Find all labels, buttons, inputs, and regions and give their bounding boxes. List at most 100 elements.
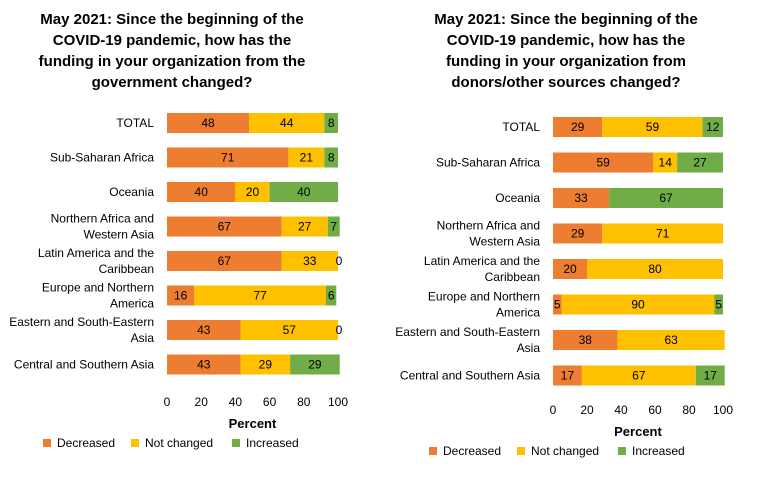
bar-decreased-latin-america-and-the-caribbean bbox=[167, 251, 282, 271]
legend-label-decreased: Decreased bbox=[57, 436, 115, 450]
bar-decreased-latin-america-and-the-caribbean bbox=[553, 259, 587, 279]
legend-swatch-increased bbox=[618, 447, 626, 455]
bar-decreased-oceania bbox=[553, 188, 610, 208]
x-tick-label-100: 100 bbox=[328, 395, 348, 409]
x-tick-label-60: 60 bbox=[648, 403, 662, 417]
bar-increased-total bbox=[702, 117, 723, 137]
data-label-not-changed-northern-africa-and-western-asia: 27 bbox=[298, 220, 312, 234]
data-label-increased-eastern-and-south-eastern-asia: 0 bbox=[336, 323, 343, 337]
data-label-decreased-total: 48 bbox=[201, 116, 215, 130]
bar-not-changed-eastern-and-south-eastern-asia bbox=[617, 330, 725, 350]
legend-label-increased: Increased bbox=[246, 436, 299, 450]
bar-decreased-central-and-southern-asia bbox=[553, 365, 582, 386]
bar-increased-oceania bbox=[269, 182, 338, 202]
data-label-not-changed-europe-and-northern-america: 77 bbox=[254, 289, 268, 303]
bar-decreased-sub-saharan-africa bbox=[167, 147, 289, 168]
data-label-increased-total: 12 bbox=[706, 120, 720, 134]
bar-increased-total bbox=[324, 113, 338, 133]
legend-swatch-not-changed bbox=[517, 447, 525, 455]
data-label-not-changed-northern-africa-and-western-asia: 71 bbox=[656, 227, 670, 241]
legend-swatch-decreased bbox=[429, 447, 437, 455]
data-label-not-changed-europe-and-northern-america: 90 bbox=[631, 298, 645, 312]
bar-increased-oceania bbox=[609, 188, 723, 208]
chart-panel-donors: TOTAL 29 59 12 Sub-Saharan Africa 59 14 27 Ocean… bbox=[395, 117, 733, 458]
data-label-decreased-central-and-southern-asia: 43 bbox=[197, 358, 211, 372]
x-tick-label-0: 0 bbox=[550, 403, 557, 417]
data-label-not-changed-latin-america-and-the-caribbean: 33 bbox=[303, 254, 317, 268]
category-label-total: TOTAL bbox=[502, 120, 540, 134]
category-label-central-and-southern-asia: Central and Southern Asia bbox=[14, 358, 154, 372]
legend-label-not-changed: Not changed bbox=[145, 436, 213, 450]
chart-title-donors: May 2021: Since the beginning of the COV… bbox=[434, 11, 698, 91]
category-label-latin-america-and-the-caribbean: Latin America and the Caribbean bbox=[424, 254, 540, 284]
bar-not-changed-oceania bbox=[235, 182, 270, 202]
data-label-increased-total: 8 bbox=[328, 116, 335, 130]
category-label-northern-africa-and-western-asia: Northern Africa and Western Asia bbox=[437, 219, 541, 249]
bar-not-changed-total bbox=[602, 117, 703, 137]
data-label-increased-sub-saharan-africa: 27 bbox=[693, 156, 707, 170]
bar-decreased-central-and-southern-asia bbox=[167, 354, 241, 375]
data-label-decreased-europe-and-northern-america: 5 bbox=[554, 298, 561, 312]
bar-decreased-oceania bbox=[167, 182, 236, 202]
bar-decreased-europe-and-northern-america bbox=[167, 285, 195, 306]
category-label-northern-africa-and-western-asia: Northern Africa and Western Asia bbox=[51, 212, 155, 242]
bar-decreased-total bbox=[553, 117, 603, 137]
bar-not-changed-latin-america-and-the-caribbean bbox=[281, 251, 338, 271]
data-label-decreased-total: 29 bbox=[571, 120, 585, 134]
x-tick-label-40: 40 bbox=[614, 403, 628, 417]
data-label-decreased-sub-saharan-africa: 59 bbox=[596, 156, 610, 170]
data-label-increased-oceania: 67 bbox=[659, 191, 673, 205]
x-tick-label-80: 80 bbox=[297, 395, 311, 409]
bar-not-changed-europe-and-northern-america bbox=[194, 285, 327, 306]
legend-label-decreased: Decreased bbox=[443, 444, 501, 458]
data-label-decreased-latin-america-and-the-caribbean: 67 bbox=[218, 254, 232, 268]
category-label-oceania: Oceania bbox=[109, 185, 154, 199]
category-label-europe-and-northern-america: Europe and Northern America bbox=[428, 290, 540, 320]
chart-panel-government: TOTAL 48 44 8 Sub-Saharan Africa 71 21 8 Oceania… bbox=[9, 113, 348, 450]
category-label-sub-saharan-africa: Sub-Saharan Africa bbox=[50, 151, 154, 165]
x-tick-label-20: 20 bbox=[195, 395, 209, 409]
category-label-total: TOTAL bbox=[116, 116, 154, 130]
bar-decreased-sub-saharan-africa bbox=[553, 152, 654, 173]
bar-decreased-northern-africa-and-western-asia bbox=[167, 216, 282, 237]
bar-not-changed-northern-africa-and-western-asia bbox=[602, 223, 723, 244]
category-label-latin-america-and-the-caribbean: Latin America and the Caribbean bbox=[38, 246, 154, 276]
category-label-oceania: Oceania bbox=[495, 191, 540, 205]
data-label-decreased-northern-africa-and-western-asia: 29 bbox=[571, 227, 585, 241]
data-label-not-changed-oceania: 20 bbox=[246, 185, 260, 199]
legend-swatch-increased bbox=[232, 439, 240, 447]
legend-swatch-decreased bbox=[43, 439, 51, 447]
data-label-increased-sub-saharan-africa: 8 bbox=[328, 151, 335, 165]
category-label-sub-saharan-africa: Sub-Saharan Africa bbox=[436, 156, 540, 170]
bar-not-changed-total bbox=[249, 113, 325, 133]
data-label-increased-oceania: 40 bbox=[297, 185, 311, 199]
data-label-not-changed-total: 59 bbox=[646, 120, 660, 134]
data-label-not-changed-sub-saharan-africa: 14 bbox=[659, 156, 673, 170]
data-label-not-changed-eastern-and-south-eastern-asia: 63 bbox=[664, 333, 678, 347]
bar-decreased-eastern-and-south-eastern-asia bbox=[167, 320, 241, 340]
bar-not-changed-central-and-southern-asia bbox=[581, 365, 696, 386]
legend-swatch-not-changed bbox=[131, 439, 139, 447]
legend-label-increased: Increased bbox=[632, 444, 685, 458]
bar-increased-europe-and-northern-america bbox=[326, 285, 337, 306]
chart-title-government: May 2021: Since the beginning of the COV… bbox=[38, 11, 306, 91]
bar-not-changed-central-and-southern-asia bbox=[240, 354, 291, 375]
bar-increased-sub-saharan-africa bbox=[324, 147, 338, 168]
data-label-decreased-sub-saharan-africa: 71 bbox=[221, 151, 235, 165]
data-label-decreased-eastern-and-south-eastern-asia: 38 bbox=[579, 333, 593, 347]
bar-not-changed-latin-america-and-the-caribbean bbox=[587, 259, 723, 279]
category-label-eastern-and-south-eastern-asia: Eastern and South-Eastern Asia bbox=[9, 315, 154, 345]
bar-not-changed-sub-saharan-africa bbox=[288, 147, 325, 168]
data-label-increased-europe-and-northern-america: 6 bbox=[328, 289, 335, 303]
data-label-decreased-eastern-and-south-eastern-asia: 43 bbox=[197, 323, 211, 337]
bar-not-changed-northern-africa-and-western-asia bbox=[281, 216, 328, 237]
x-tick-label-80: 80 bbox=[682, 403, 696, 417]
bar-increased-central-and-southern-asia bbox=[290, 354, 340, 375]
data-label-increased-northern-africa-and-western-asia: 7 bbox=[330, 220, 337, 234]
data-label-not-changed-total: 44 bbox=[280, 116, 294, 130]
data-label-increased-central-and-southern-asia: 17 bbox=[704, 369, 718, 383]
data-label-increased-central-and-southern-asia: 29 bbox=[308, 358, 322, 372]
data-label-decreased-central-and-southern-asia: 17 bbox=[561, 369, 575, 383]
x-tick-label-100: 100 bbox=[713, 403, 733, 417]
bar-increased-sub-saharan-africa bbox=[677, 152, 723, 173]
